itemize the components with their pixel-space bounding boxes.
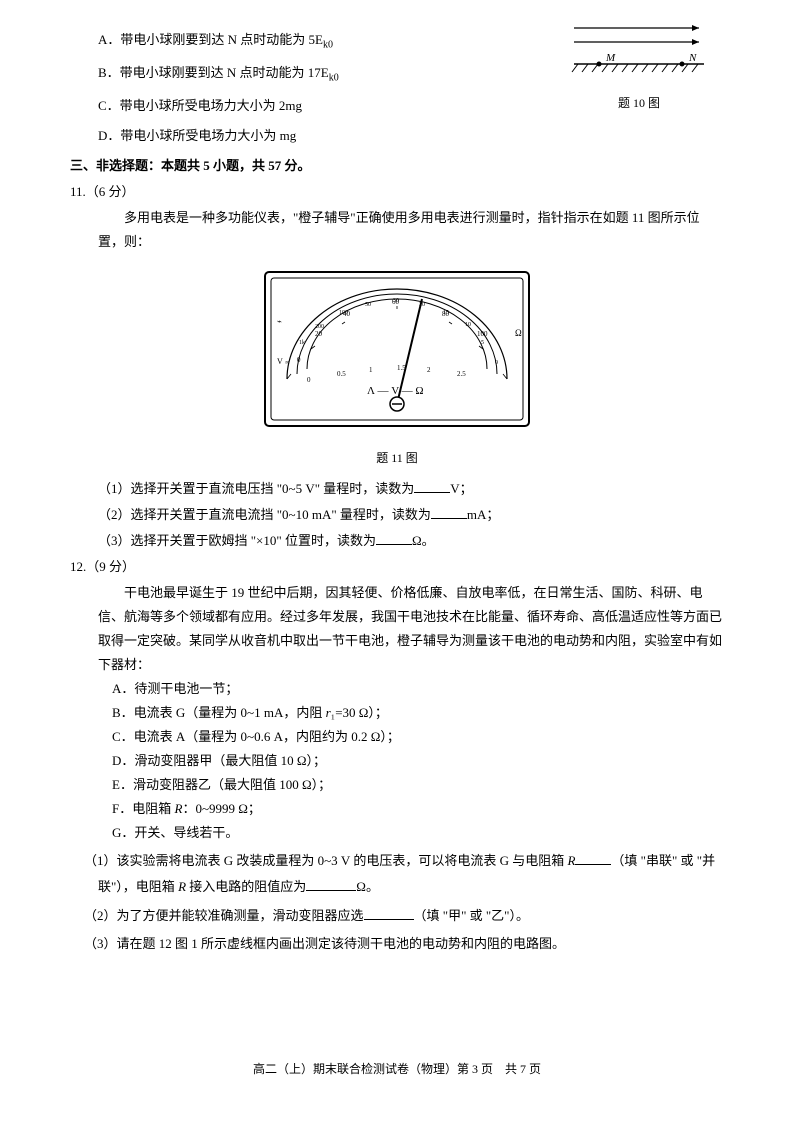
q12-sub1-b: （填 "串联" 或 "并	[611, 853, 715, 868]
q12-sub2-a: （2）为了方便并能较准确测量，滑动变阻器应选	[84, 908, 364, 923]
q12-item-f-a: F．电阻箱	[112, 801, 174, 816]
svg-text:Λ — V — Ω: Λ — V — Ω	[367, 385, 424, 397]
blank-input[interactable]	[575, 852, 611, 865]
q12-item-b-a: B．电流表 G（量程为 0~1 mA，内阻	[112, 705, 326, 720]
q12-item-g: G．开关、导线若干。	[112, 821, 724, 845]
svg-text:M: M	[605, 52, 616, 64]
svg-text:2: 2	[427, 366, 431, 374]
q11-number: 11.（6 分）	[70, 180, 724, 204]
q12-sub1-r: R	[567, 853, 575, 868]
svg-text:20: 20	[315, 330, 323, 338]
figure-11: 020 4060 80100 05 1015 2030 50100 2001k …	[70, 264, 724, 468]
q11-part2: （2）选择开关置于直流电流挡 "0~10 mA" 量程时，读数为 mA；	[98, 503, 724, 527]
figure-10: M N 题 10 图	[564, 20, 714, 110]
q12-sub1-line2: 联"），电阻箱 R 接入电路的阻值应为 Ω。	[98, 875, 724, 899]
svg-text:1: 1	[369, 366, 373, 374]
q11-p3-b: Ω。	[412, 533, 435, 548]
q11-p1-b: V；	[450, 481, 472, 496]
svg-text:200: 200	[315, 324, 324, 330]
q12-item-b: B．电流表 G（量程为 0~1 mA，内阻 r₁=30 Ω）；	[112, 701, 724, 725]
svg-text:2.5: 2.5	[457, 370, 466, 378]
q12-item-e: E．滑动变阻器乙（最大阻值 100 Ω）；	[112, 773, 724, 797]
svg-text:10: 10	[465, 322, 471, 328]
q12-sub2: （2）为了方便并能较准确测量，滑动变阻器应选 （填 "甲" 或 "乙"）。	[84, 904, 724, 928]
q10-a-text: A．带电小球刚要到达 N 点时动能为 5E	[98, 32, 323, 47]
q12-item-c: C．电流表 A（量程为 0~0.6 A，内阻约为 0.2 Ω）；	[112, 725, 724, 749]
q12-item-d: D．滑动变阻器甲（最大阻值 10 Ω）；	[112, 749, 724, 773]
svg-text:30: 30	[393, 298, 399, 304]
svg-text:⌁: ⌁	[277, 317, 282, 326]
q12-sub1-a: （1）该实验需将电流表 G 改装成量程为 0~3 V 的电压表，可以将电流表 G…	[84, 853, 567, 868]
q11-p2-a: （2）选择开关置于直流电流挡 "0~10 mA" 量程时，读数为	[98, 507, 431, 522]
svg-text:0: 0	[307, 376, 311, 384]
q12-number: 12.（9 分）	[70, 555, 724, 579]
q11-p2-b: mA；	[467, 507, 500, 522]
q10-b-text: B．带电小球刚要到达 N 点时动能为 17E	[98, 65, 329, 80]
blank-input[interactable]	[414, 480, 450, 493]
q12-item-f-b: ：0~9999 Ω；	[182, 801, 260, 816]
q11-p1-a: （1）选择开关置于直流电压挡 "0~5 V" 量程时，读数为	[98, 481, 414, 496]
q10-option-d: D．带电小球所受电场力大小为 mg	[98, 124, 724, 148]
q12-sub1: （1）该实验需将电流表 G 改装成量程为 0~3 V 的电压表，可以将电流表 G…	[84, 849, 724, 873]
q12-item-b-b: ₁=30 Ω）；	[331, 705, 388, 720]
svg-text:5: 5	[481, 340, 484, 346]
q12-item-f: F．电阻箱 R：0~9999 Ω；	[112, 797, 724, 821]
section-3-title: 三、非选择题：本题共 5 小题，共 57 分。	[70, 154, 724, 178]
svg-text:100: 100	[339, 310, 348, 316]
svg-text:0.5: 0.5	[337, 370, 346, 378]
svg-text:V: V	[277, 357, 283, 366]
svg-text:0: 0	[495, 360, 498, 366]
q11-intro: 多用电表是一种多功能仪表，"橙子辅导"正确使用多用电表进行测量时，指针指示在如题…	[98, 206, 724, 254]
svg-text:∞: ∞	[285, 360, 289, 366]
svg-text:0: 0	[297, 356, 301, 364]
q11-part1: （1）选择开关置于直流电压挡 "0~5 V" 量程时，读数为 V；	[98, 477, 724, 501]
q12-para1: 干电池最早诞生于 19 世纪中后期，因其轻便、价格低廉、自放电率低，在日常生活、…	[98, 581, 724, 677]
figure-10-caption: 题 10 图	[564, 92, 714, 114]
q11-part3: （3）选择开关置于欧姆挡 "×10" 位置时，读数为 Ω。	[98, 529, 724, 553]
q12-sub1-r2: R	[178, 879, 186, 894]
svg-text:50: 50	[365, 302, 371, 308]
q12-sub3: （3）请在题 12 图 1 所示虚线框内画出测定该待测干电池的电动势和内阻的电路…	[84, 932, 724, 956]
svg-text:100: 100	[477, 330, 488, 338]
q11-p3-a: （3）选择开关置于欧姆挡 "×10" 位置时，读数为	[98, 533, 376, 548]
svg-text:1k: 1k	[299, 340, 305, 346]
page-footer: 高二（上）期末联合检测试卷（物理）第 3 页 共 7 页	[0, 1058, 794, 1080]
q10-b-sub: k0	[329, 73, 339, 84]
q10-a-sub: k0	[323, 40, 333, 51]
q12-sub1-d: 接入电路的阻值应为	[186, 879, 306, 894]
q12-item-a: A．待测干电池一节；	[112, 677, 724, 701]
svg-text:N: N	[688, 52, 697, 64]
q12-sub2-b: （填 "甲" 或 "乙"）。	[414, 908, 529, 923]
blank-input[interactable]	[306, 878, 356, 891]
blank-input[interactable]	[376, 532, 412, 545]
figure-10-svg: M N	[564, 20, 714, 82]
figure-11-caption: 题 11 图	[70, 447, 724, 469]
svg-text:15: 15	[443, 310, 449, 316]
multimeter-svg: 020 4060 80100 05 1015 2030 50100 2001k …	[257, 264, 537, 434]
blank-input[interactable]	[364, 907, 414, 920]
svg-text:Ω: Ω	[515, 328, 522, 338]
q12-sub1-e: Ω。	[356, 879, 379, 894]
q12-sub1-c: 联"），电阻箱	[98, 879, 178, 894]
blank-input[interactable]	[431, 506, 467, 519]
